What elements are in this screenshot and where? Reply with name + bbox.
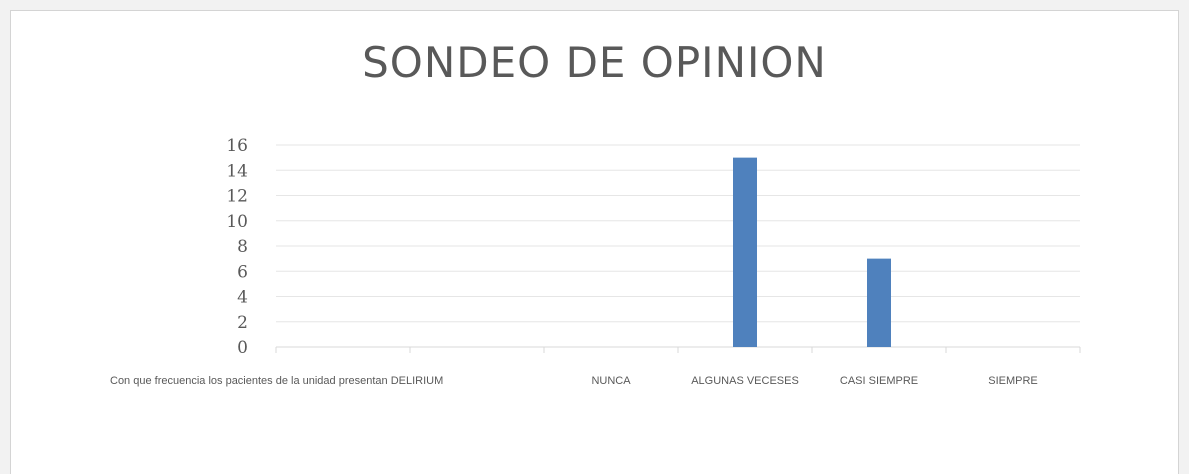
x-tick-label: CASI SIEMPRE <box>840 375 918 387</box>
y-tick-label: 4 <box>237 288 248 308</box>
chart-title: SONDEO DE OPINION <box>362 38 827 87</box>
x-tick-label: Con que frecuencia los pacientes de la u… <box>110 375 443 387</box>
y-tick-label: 6 <box>237 262 248 282</box>
y-tick-label: 10 <box>226 212 248 232</box>
y-tick-label: 14 <box>226 161 248 181</box>
x-tick-label: NUNCA <box>591 375 631 387</box>
bar <box>733 157 757 347</box>
y-tick-label: 2 <box>237 313 248 333</box>
y-tick-label: 0 <box>237 338 248 358</box>
y-tick-label: 16 <box>226 136 248 156</box>
chart-frame <box>10 10 1179 474</box>
bar <box>867 258 891 347</box>
x-tick-label: SIEMPRE <box>988 375 1038 387</box>
y-tick-label: 12 <box>226 187 248 207</box>
y-tick-label: 8 <box>237 237 248 257</box>
x-tick-label: ALGUNAS VECESES <box>691 375 799 387</box>
